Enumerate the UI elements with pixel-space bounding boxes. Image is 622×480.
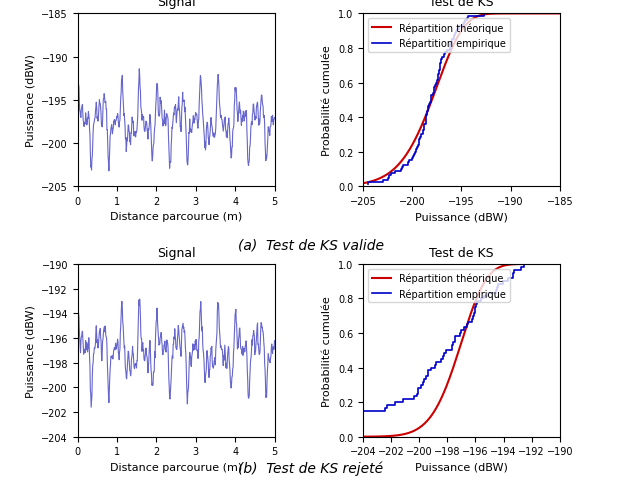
X-axis label: Puissance (dBW): Puissance (dBW) bbox=[415, 212, 508, 222]
Répartition empirique bbox=[384, 402, 391, 408]
Line: Répartition théorique: Répartition théorique bbox=[363, 14, 560, 184]
X-axis label: Distance parcourue (m): Distance parcourue (m) bbox=[110, 462, 242, 472]
Répartition empirique bbox=[364, 182, 372, 188]
Répartition empirique bbox=[480, 12, 488, 17]
Répartition théorique bbox=[454, 35, 462, 40]
Répartition théorique bbox=[360, 181, 367, 187]
Répartition empirique bbox=[435, 72, 442, 78]
Répartition théorique bbox=[556, 12, 564, 17]
Text: (a)  Test de KS valide: (a) Test de KS valide bbox=[238, 238, 384, 252]
Répartition théorique bbox=[454, 351, 462, 357]
Répartition théorique bbox=[466, 315, 473, 321]
Répartition empirique bbox=[432, 81, 440, 86]
Répartition empirique bbox=[420, 376, 428, 382]
Répartition théorique bbox=[552, 12, 559, 17]
Répartition théorique bbox=[476, 13, 484, 19]
X-axis label: Distance parcourue (m): Distance parcourue (m) bbox=[110, 212, 242, 222]
Text: (b)  Test de KS rejeté: (b) Test de KS rejeté bbox=[238, 461, 384, 475]
X-axis label: Puissance (dBW): Puissance (dBW) bbox=[415, 462, 508, 472]
Line: Répartition théorique: Répartition théorique bbox=[363, 264, 560, 437]
Répartition théorique bbox=[521, 262, 528, 267]
Répartition empirique bbox=[414, 388, 421, 394]
Répartition empirique bbox=[280, 431, 287, 437]
Répartition théorique bbox=[549, 12, 556, 17]
Répartition théorique bbox=[476, 288, 484, 293]
Répartition théorique bbox=[360, 434, 367, 440]
Répartition empirique bbox=[433, 78, 440, 84]
Line: Répartition empirique: Répartition empirique bbox=[284, 264, 524, 434]
Répartition théorique bbox=[453, 37, 460, 43]
Répartition empirique bbox=[520, 262, 527, 267]
Répartition théorique bbox=[556, 262, 564, 267]
Répartition empirique bbox=[460, 325, 468, 331]
Y-axis label: Probabilité cumulée: Probabilité cumulée bbox=[322, 45, 332, 156]
Répartition empirique bbox=[436, 65, 443, 71]
Line: Répartition empirique: Répartition empirique bbox=[368, 14, 484, 185]
Répartition théorique bbox=[551, 262, 559, 267]
Title: Test de KS: Test de KS bbox=[429, 0, 494, 9]
Répartition théorique bbox=[453, 355, 460, 361]
Répartition empirique bbox=[422, 373, 429, 379]
Y-axis label: Probabilité cumulée: Probabilité cumulée bbox=[322, 295, 332, 406]
Title: Signal: Signal bbox=[157, 246, 195, 259]
Y-axis label: Puissance (dBW): Puissance (dBW) bbox=[26, 54, 35, 147]
Title: Test de KS: Test de KS bbox=[429, 246, 494, 259]
Répartition empirique bbox=[417, 382, 425, 388]
Legend: Répartition théorique, Répartition empirique: Répartition théorique, Répartition empir… bbox=[368, 19, 510, 53]
Legend: Répartition théorique, Répartition empirique: Répartition théorique, Répartition empir… bbox=[368, 269, 510, 303]
Répartition théorique bbox=[466, 19, 473, 25]
Y-axis label: Puissance (dBW): Puissance (dBW) bbox=[26, 304, 35, 397]
Répartition empirique bbox=[424, 107, 431, 112]
Title: Signal: Signal bbox=[157, 0, 195, 9]
Répartition théorique bbox=[521, 12, 528, 17]
Répartition empirique bbox=[451, 31, 458, 36]
